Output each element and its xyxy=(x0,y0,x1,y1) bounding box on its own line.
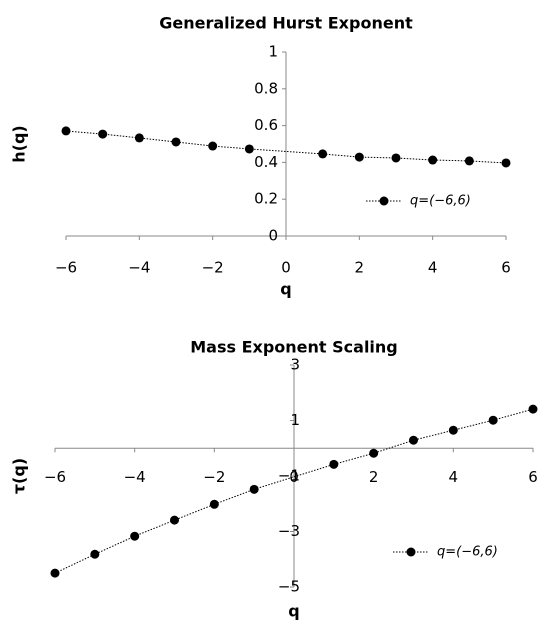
data-point xyxy=(130,531,140,541)
x-tick-label: 4 xyxy=(428,259,438,277)
chart-title: Generalized Hurst Exponent xyxy=(159,14,413,33)
chart-title: Mass Exponent Scaling xyxy=(190,338,398,357)
x-tick-label: 4 xyxy=(449,468,459,486)
y-tick-label: 1 xyxy=(268,43,278,61)
data-point xyxy=(464,156,474,166)
data-point xyxy=(488,415,498,425)
y-tick-label: 0.6 xyxy=(254,116,278,134)
x-tick-label: 6 xyxy=(501,259,511,277)
data-point xyxy=(448,425,458,435)
y-tick-label: 0.8 xyxy=(254,79,278,97)
data-point xyxy=(354,152,364,162)
data-point xyxy=(329,459,339,469)
x-tick-label: −2 xyxy=(202,259,224,277)
x-tick-label: 2 xyxy=(369,468,379,486)
y-tick-label: 3 xyxy=(290,356,300,374)
x-axis-title: q xyxy=(280,280,291,299)
legend-marker xyxy=(379,196,389,206)
x-tick-label: −6 xyxy=(44,468,66,486)
y-tick-label: 0.2 xyxy=(254,190,278,208)
data-point xyxy=(501,158,511,168)
x-tick-label: 2 xyxy=(355,259,365,277)
data-point xyxy=(98,129,108,139)
data-point xyxy=(50,568,60,578)
data-point xyxy=(90,549,100,559)
y-tick-label: −5 xyxy=(278,578,300,596)
y-tick-label: 0 xyxy=(268,227,278,245)
x-tick-label: 0 xyxy=(289,468,299,486)
y-tick-label: 0.4 xyxy=(254,153,278,171)
data-point xyxy=(171,137,181,147)
y-tick-label: 1 xyxy=(290,411,300,429)
data-point xyxy=(61,126,71,136)
data-point xyxy=(428,155,438,165)
y-tick-label: −1 xyxy=(278,467,300,485)
legend-label: q=(−6,6) xyxy=(437,545,498,560)
data-point xyxy=(208,141,218,151)
x-axis-title: q xyxy=(288,602,299,621)
data-point xyxy=(369,448,379,458)
legend-marker xyxy=(406,547,416,557)
x-tick-label: 6 xyxy=(528,468,538,486)
data-point xyxy=(528,404,538,414)
data-point xyxy=(134,133,144,143)
x-tick-label: −2 xyxy=(203,468,225,486)
data-point xyxy=(391,153,401,163)
x-tick-label: −6 xyxy=(55,259,77,277)
data-point xyxy=(170,515,179,525)
y-tick-label: −3 xyxy=(278,522,300,540)
x-tick-label: −4 xyxy=(124,468,146,486)
data-point xyxy=(249,484,259,494)
data-point xyxy=(318,149,328,159)
x-tick-label: −4 xyxy=(128,259,150,277)
y-axis-title: h(q) xyxy=(10,125,29,162)
data-point xyxy=(244,144,254,154)
data-point xyxy=(209,499,219,509)
x-tick-label: 0 xyxy=(281,259,291,277)
y-axis-title: τ(q) xyxy=(10,458,29,494)
data-point xyxy=(409,435,418,445)
legend-label: q=(−6,6) xyxy=(410,194,471,209)
